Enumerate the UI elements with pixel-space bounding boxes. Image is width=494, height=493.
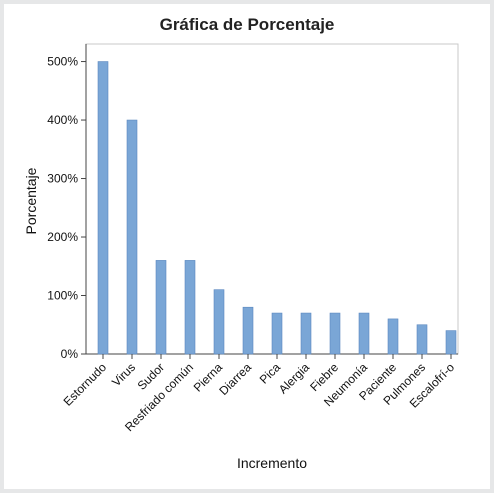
- y-tick-label: 0%: [61, 347, 79, 361]
- bar: [271, 312, 283, 355]
- x-tick-label: Estornudo: [61, 360, 110, 409]
- bar: [155, 260, 167, 355]
- x-tick-label: Diarrea: [216, 360, 254, 398]
- y-tick-label: 300%: [47, 172, 78, 186]
- bar: [416, 324, 428, 355]
- chart-frame: Gráfica de Porcentaje Porcentaje Increme…: [4, 4, 490, 489]
- bar: [97, 61, 109, 355]
- plot-background: [85, 43, 459, 355]
- bar: [358, 312, 370, 355]
- bar: [387, 318, 399, 355]
- y-tick-label: 100%: [47, 289, 78, 303]
- bar: [445, 330, 457, 355]
- y-tick-label: 500%: [47, 55, 78, 69]
- bar: [242, 306, 254, 355]
- y-axis-ticks: 0% 100% 200% 300% 400% 500%: [47, 55, 86, 361]
- y-tick-label: 400%: [47, 113, 78, 127]
- bar: [300, 312, 312, 355]
- bar: [213, 289, 225, 355]
- bar: [184, 260, 196, 355]
- y-tick-label: 200%: [47, 230, 78, 244]
- bar: [126, 119, 138, 355]
- x-tick-label: Virus: [109, 360, 138, 389]
- x-tick-label: Alergia: [276, 360, 313, 397]
- chart-title: Gráfica de Porcentaje: [160, 15, 335, 34]
- x-axis-label: Incremento: [237, 455, 307, 471]
- y-axis-label: Porcentaje: [23, 167, 39, 234]
- percentage-chart: Gráfica de Porcentaje Porcentaje Increme…: [23, 15, 459, 471]
- bar: [329, 312, 341, 355]
